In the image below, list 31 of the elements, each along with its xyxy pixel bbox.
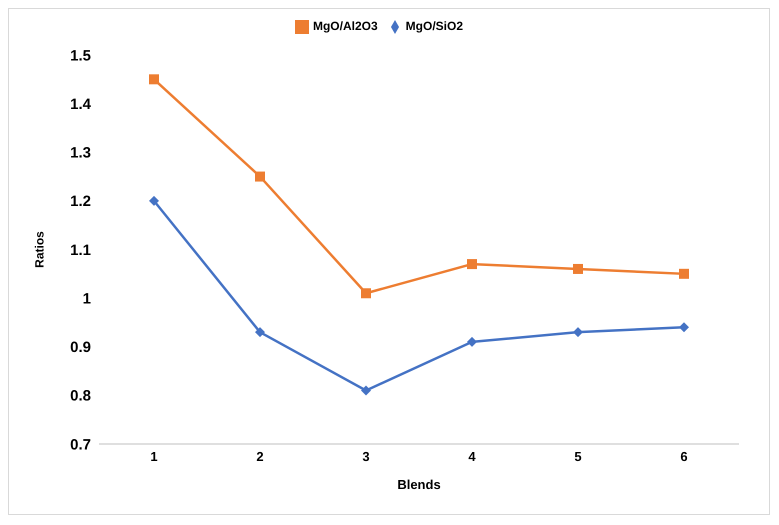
point: [149, 74, 159, 84]
y-tick-label: 0.8: [70, 388, 91, 405]
y-axis-title: Ratios: [32, 230, 46, 268]
point: [467, 259, 477, 270]
y-tick-label: 0.9: [70, 339, 91, 356]
point: [467, 336, 477, 347]
y-tick-label: 1.5: [70, 47, 91, 64]
y-tick-label: 0.7: [70, 436, 91, 454]
point: [679, 268, 689, 279]
y-tick-label: 1.2: [70, 193, 91, 210]
legend-label: MgO/SiO2: [406, 19, 464, 33]
point: [361, 386, 371, 396]
x-tick-label: 5: [574, 449, 582, 464]
x-axis-title: Blends: [397, 477, 441, 492]
point: [573, 264, 583, 274]
y-tick-label: 1: [82, 290, 91, 308]
legend-label: MgO/Al2O3: [312, 19, 378, 33]
y-tick-label: 1.1: [70, 242, 91, 259]
y-tick-label: 1.4: [70, 96, 92, 113]
x-tick-label: 6: [680, 449, 688, 464]
x-tick-label: 4: [468, 449, 476, 464]
point: [361, 288, 371, 298]
point: [255, 327, 265, 338]
point: [149, 196, 159, 206]
point: [679, 322, 689, 332]
y-tick-label: 1.3: [70, 144, 91, 162]
point: [573, 327, 583, 338]
x-tick-label: 1: [150, 449, 158, 464]
point: [255, 172, 265, 182]
x-tick-label: 2: [256, 449, 264, 464]
x-tick-label: 3: [362, 449, 370, 464]
